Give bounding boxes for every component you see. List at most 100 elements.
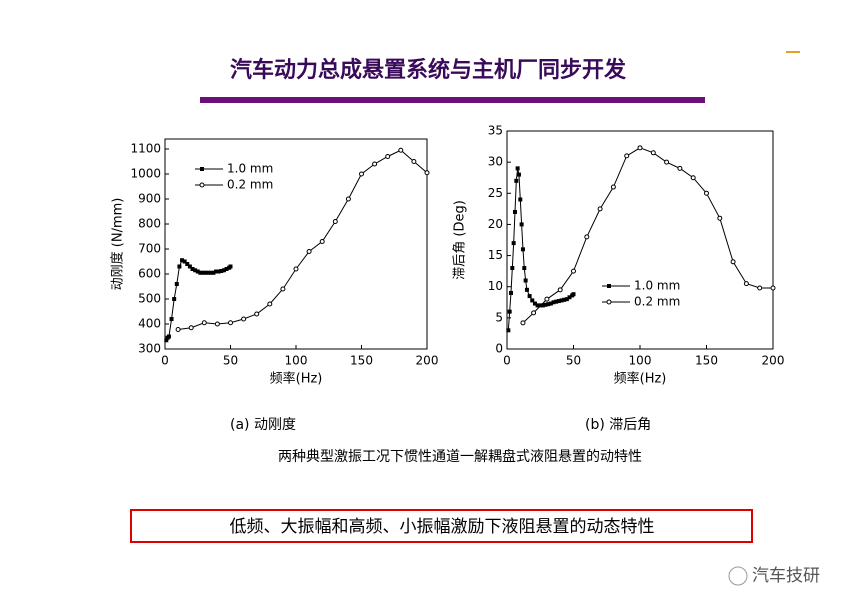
- point: [424, 170, 430, 176]
- point: [650, 150, 656, 156]
- y-tick-label: 300: [138, 342, 161, 356]
- point: [411, 159, 417, 164]
- point: [224, 267, 229, 271]
- y-tick-label: 35: [488, 124, 503, 138]
- point: [637, 145, 643, 151]
- point: [228, 320, 233, 326]
- point: [527, 294, 532, 299]
- point: [512, 209, 517, 214]
- point: [214, 321, 220, 327]
- point: [177, 264, 182, 269]
- point: [564, 297, 569, 302]
- point: [241, 316, 247, 322]
- point: [544, 296, 550, 302]
- y-tick-label: 800: [138, 217, 161, 231]
- conclusion-box: [130, 509, 753, 543]
- point: [398, 147, 404, 153]
- y-tick-label: 25: [488, 186, 503, 200]
- point: [203, 270, 208, 275]
- point: [188, 325, 194, 331]
- point: [524, 287, 529, 292]
- point: [506, 328, 511, 333]
- point: [216, 269, 221, 274]
- y-tick-label: 1100: [130, 142, 161, 156]
- x-tick-label: 150: [695, 354, 718, 368]
- point: [518, 197, 523, 202]
- slide-title: 汽车动力总成悬置系统与主机厂同步开发: [230, 57, 627, 83]
- point: [535, 303, 540, 308]
- point: [169, 317, 174, 321]
- point: [757, 285, 763, 291]
- point: [280, 286, 286, 292]
- point: [193, 268, 198, 273]
- y-tick-label: 5: [495, 310, 503, 324]
- caption: (a) 动刚度: [230, 417, 296, 433]
- point: [677, 165, 683, 171]
- point: [187, 264, 192, 269]
- point: [743, 281, 749, 287]
- point: [548, 301, 553, 306]
- point: [221, 268, 226, 273]
- point: [508, 290, 513, 295]
- point: [345, 196, 351, 202]
- legend-marker: [200, 167, 204, 171]
- point: [510, 266, 515, 271]
- title-bar: [200, 97, 705, 103]
- point: [175, 327, 181, 332]
- point: [554, 299, 559, 304]
- y-tick-label: 1000: [130, 167, 161, 181]
- point: [516, 172, 521, 177]
- point: [185, 262, 190, 266]
- y-tick-label: 20: [488, 217, 503, 231]
- point: [624, 153, 630, 159]
- point: [770, 285, 776, 291]
- point: [267, 301, 273, 307]
- point: [562, 297, 567, 302]
- legend-marker: [607, 284, 611, 288]
- point: [717, 215, 723, 221]
- x-tick-label: 200: [416, 354, 439, 368]
- point: [571, 292, 576, 297]
- point: [543, 302, 548, 307]
- point: [551, 300, 556, 305]
- y-tick-label: 15: [488, 248, 503, 262]
- point: [523, 278, 528, 283]
- x-axis-label: 频率(Hz): [614, 371, 667, 387]
- point: [359, 171, 364, 177]
- point: [584, 234, 590, 240]
- point: [556, 299, 561, 304]
- legend-label: 0.2 mm: [634, 295, 680, 309]
- point: [507, 309, 512, 314]
- y-tick-label: 10: [488, 279, 503, 293]
- x-tick-label: 100: [629, 354, 652, 368]
- point: [182, 259, 187, 264]
- y-axis-label: 滞后角 (Deg): [453, 200, 468, 280]
- point: [332, 219, 338, 224]
- point: [514, 178, 519, 183]
- y-tick-label: 600: [138, 267, 161, 281]
- point: [730, 259, 736, 265]
- caption: (b) 滞后角: [585, 417, 651, 433]
- y-tick-label: 30: [488, 155, 503, 169]
- point: [664, 159, 670, 165]
- x-tick-label: 100: [285, 354, 308, 368]
- x-tick-label: 200: [762, 354, 785, 368]
- point: [206, 270, 211, 275]
- figure-caption: 两种典型激振工况下惯性通道一解耦盘式液阻悬置的动特性: [278, 448, 642, 465]
- point: [172, 297, 177, 301]
- point: [597, 206, 603, 212]
- point: [540, 303, 545, 308]
- point: [228, 264, 233, 269]
- legend-label: 1.0 mm: [227, 162, 273, 176]
- point: [515, 166, 520, 171]
- point: [385, 154, 391, 159]
- point: [198, 270, 203, 275]
- x-tick-label: 0: [161, 354, 169, 368]
- point: [531, 310, 537, 316]
- x-tick-label: 50: [223, 354, 238, 368]
- point: [211, 270, 216, 275]
- point: [219, 269, 224, 273]
- x-tick-label: 50: [566, 354, 581, 368]
- point: [195, 269, 200, 274]
- y-tick-label: 400: [138, 317, 161, 331]
